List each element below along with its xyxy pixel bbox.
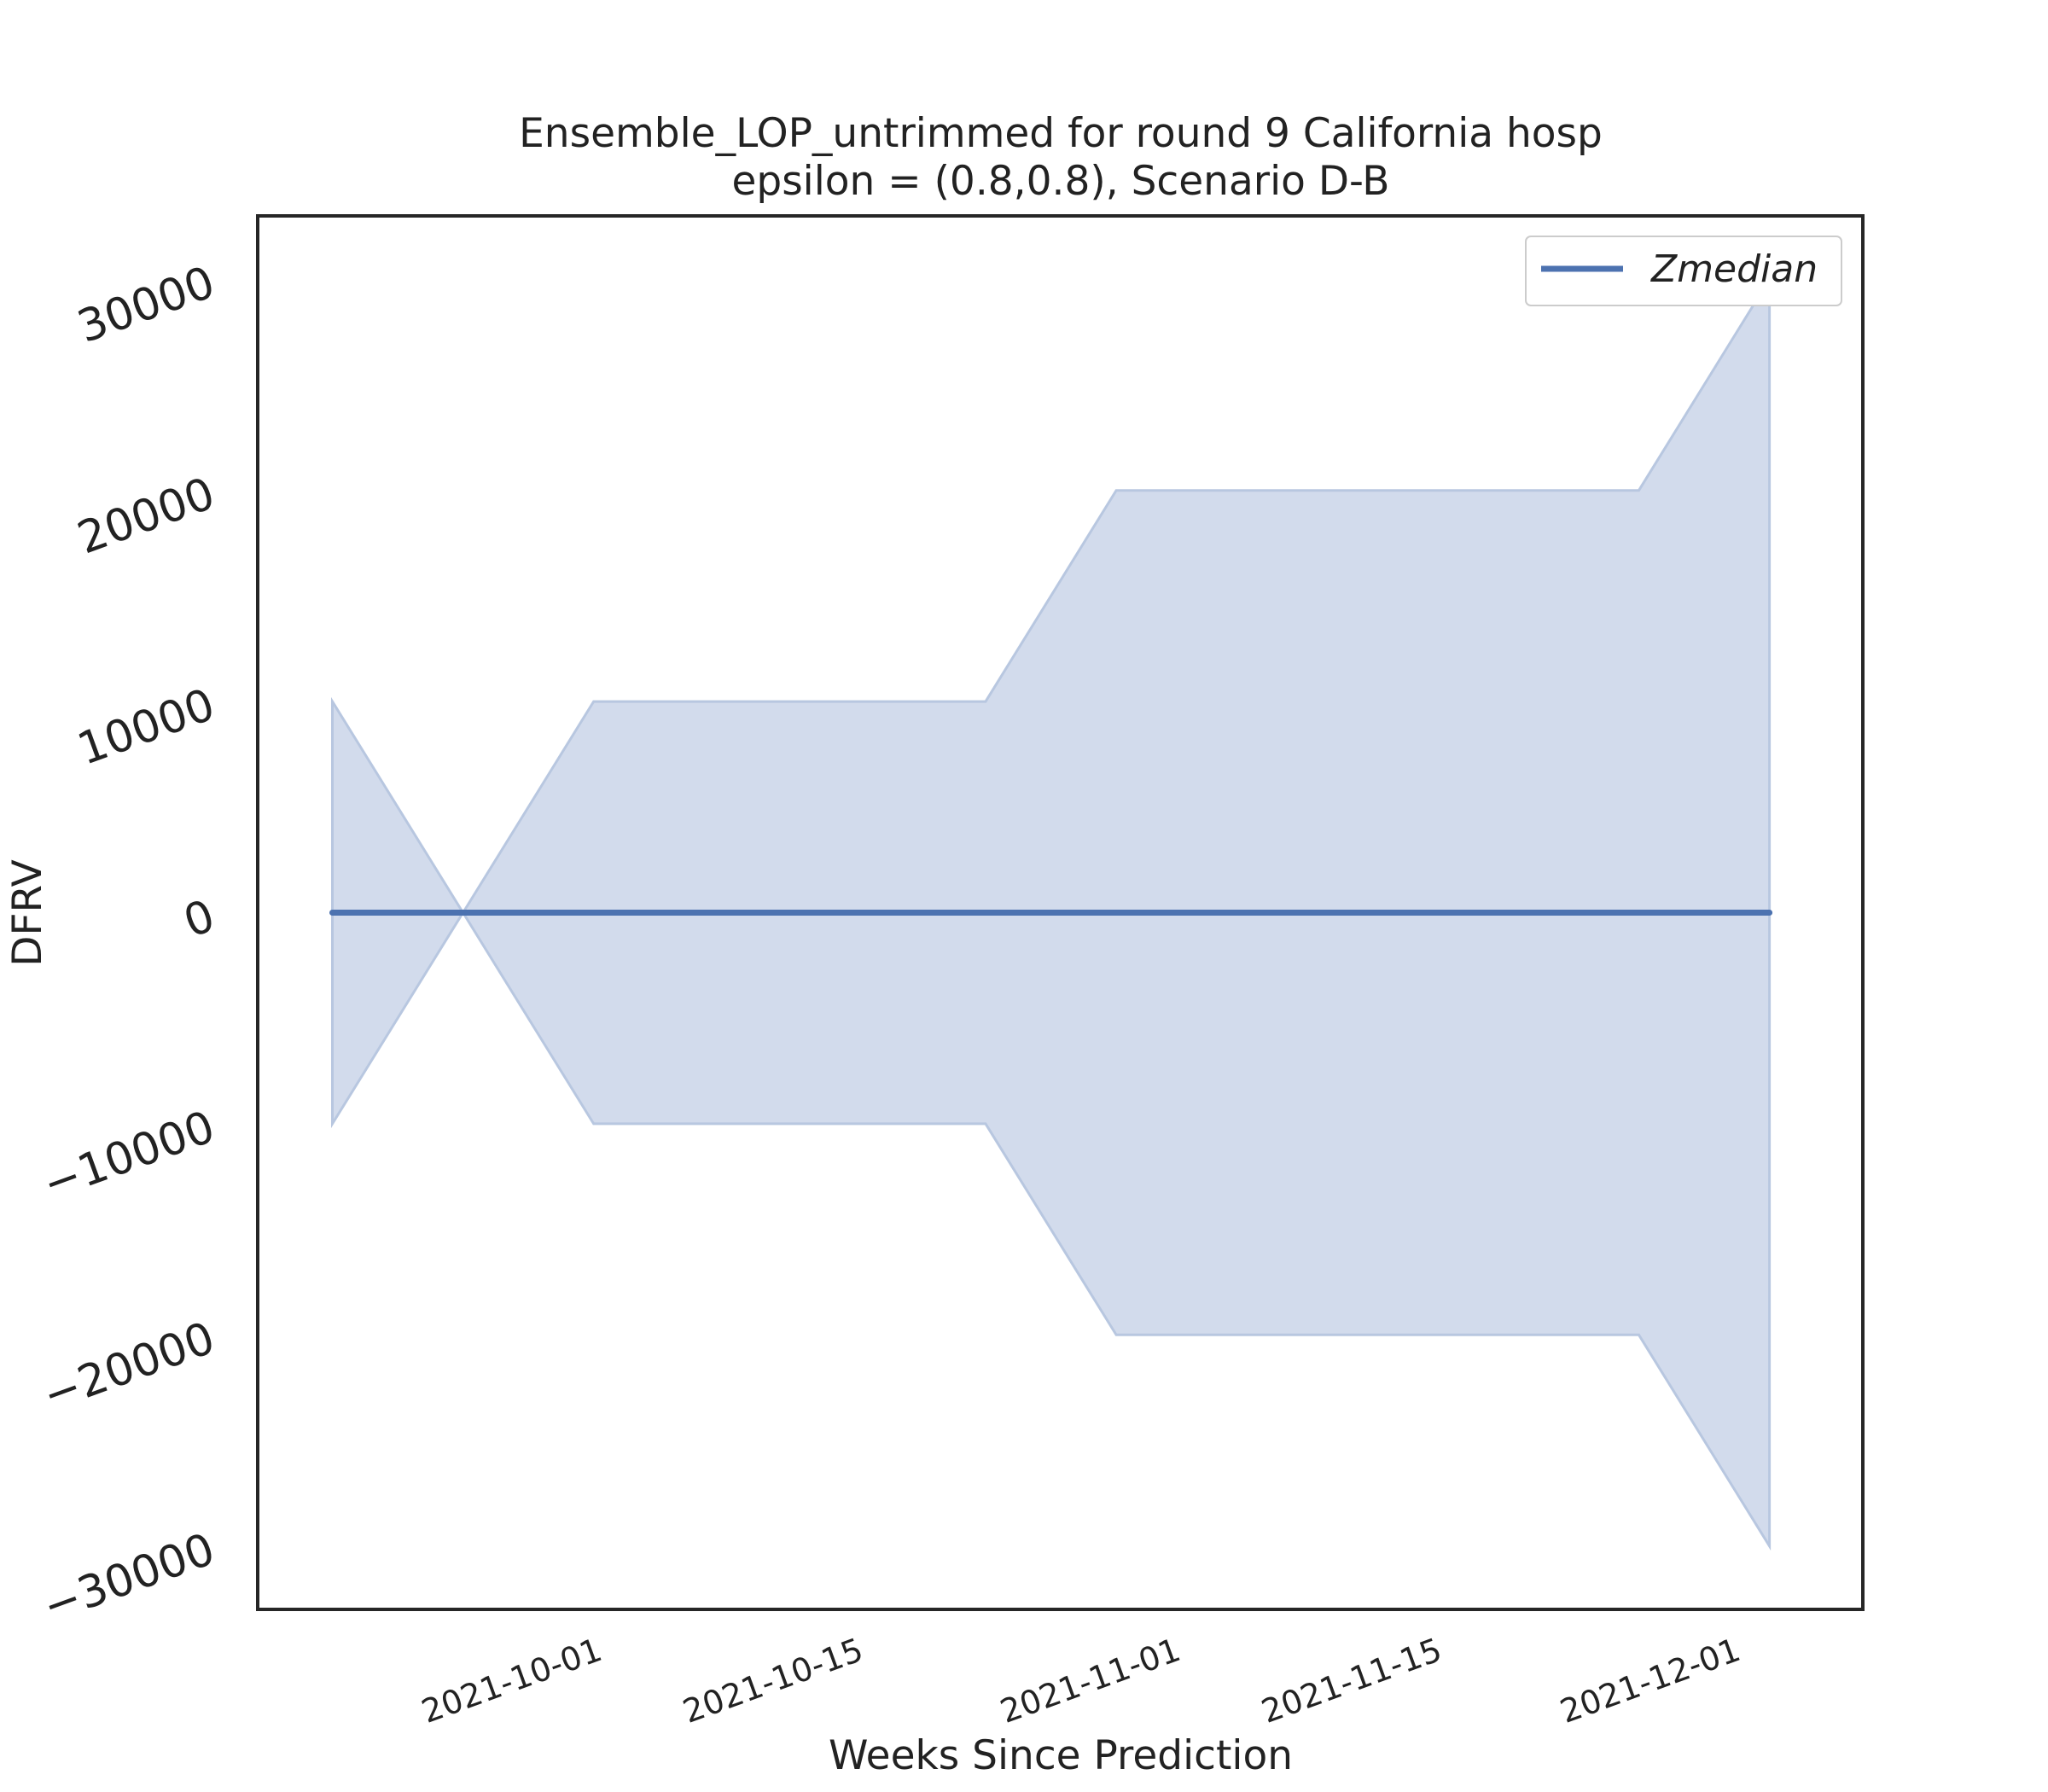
y-axis-ticks: 30000 20000 10000 0 −10000 −20000 −30000	[37, 257, 222, 1632]
plot-frame	[256, 214, 1865, 1611]
y-tick-label: −30000	[37, 1524, 222, 1633]
x-tick-label: 2021-12-01	[1556, 1631, 1746, 1731]
y-tick-label: −10000	[37, 1102, 222, 1211]
chart-subtitle: epsilon = (0.8,0.8), Scenario D-B	[731, 158, 1389, 205]
legend: Zmedian	[1525, 236, 1842, 306]
x-tick-label: 2021-11-15	[1257, 1631, 1447, 1731]
y-tick-label: 0	[177, 890, 222, 948]
x-tick-label: 2021-10-15	[678, 1631, 869, 1731]
y-tick-label: −20000	[37, 1312, 222, 1422]
legend-frame	[1525, 236, 1842, 306]
x-axis-ticks: 2021-10-01 2021-10-15 2021-11-01 2021-11-15…	[416, 1631, 1745, 1731]
y-tick-label: 30000	[71, 257, 221, 353]
x-tick-label: 2021-11-01	[995, 1631, 1185, 1731]
y-tick-label: 10000	[71, 679, 221, 776]
plot-area	[329, 274, 1773, 1551]
y-tick-label: 20000	[71, 468, 221, 564]
chart-title: Ensemble_LOP_untrimmed for round 9 Calif…	[519, 110, 1603, 157]
x-axis-title: Weeks Since Prediction	[829, 1732, 1293, 1779]
y-axis-title: DFRV	[4, 859, 51, 966]
legend-label-zmedian: Zmedian	[1650, 247, 1818, 291]
x-tick-label: 2021-10-01	[416, 1631, 607, 1731]
